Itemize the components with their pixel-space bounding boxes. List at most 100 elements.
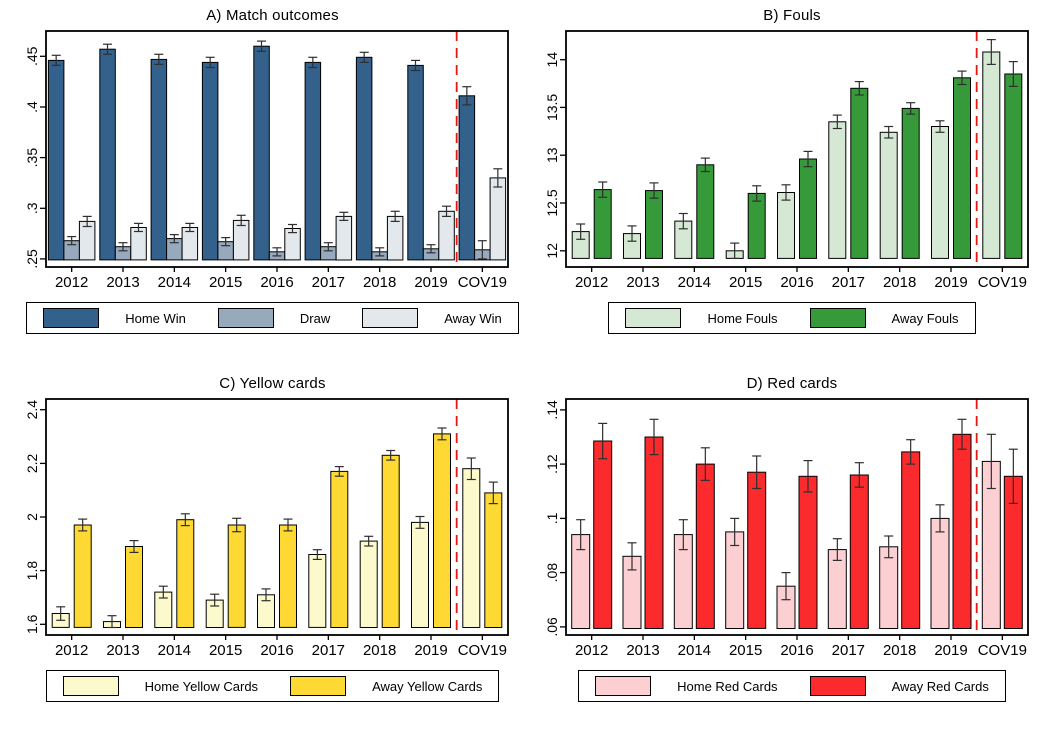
legend-label-away-yellow-cards: Away Yellow Cards [372, 678, 483, 694]
bar-away-yellow-cards-2014 [176, 519, 195, 628]
x-tick-label: COV19 [458, 642, 507, 659]
red-cards-legend: Home Red Cards Away Red Cards [578, 670, 1006, 702]
fouls-legend: Home Fouls Away Fouls [608, 302, 976, 334]
bar-away-win-cov19 [489, 177, 507, 261]
y-tick-label: .06 [544, 617, 560, 637]
bar-home-win-2015 [201, 61, 219, 261]
x-tick-label: 2016 [260, 274, 293, 291]
bar-away-fouls-2013 [644, 190, 663, 259]
y-tick-label: 13.5 [544, 94, 560, 121]
bar-away-fouls-2014 [695, 164, 714, 259]
bar-home-win-cov19 [458, 95, 476, 261]
x-tick-label: COV19 [977, 274, 1026, 291]
bar-away-yellow-cards-2012 [73, 524, 92, 628]
x-tick-label: 2012 [574, 274, 607, 291]
x-tick-label: 2017 [312, 642, 345, 659]
y-tick-label: .25 [24, 249, 40, 269]
bar-away-red-cards-2012 [592, 440, 612, 629]
panel-title-fouls: B) Fouls [763, 7, 821, 24]
legend-item-away-red-cards: Away Red Cards [809, 676, 989, 696]
x-tick-label: 2019 [414, 642, 447, 659]
bar-away-red-cards-2018 [900, 451, 920, 630]
legend-item-draw: Draw [217, 308, 331, 328]
legend-item-away-win: Away Win [362, 308, 502, 328]
bar-home-win-2014 [150, 58, 168, 261]
y-tick-label: .12 [544, 454, 560, 474]
y-tick-label: .4 [24, 101, 40, 113]
yellow-cards-legend: Home Yellow Cards Away Yellow Cards [45, 670, 500, 702]
bar-away-red-cards-2013 [644, 436, 663, 629]
bar-home-yellow-cards-cov19 [462, 468, 481, 628]
y-tick-label: 12 [544, 243, 560, 259]
bar-home-fouls-2019 [930, 126, 949, 259]
bar-home-red-cards-2015 [724, 531, 744, 629]
legend-item-away-yellow-cards: Away Yellow Cards [290, 676, 482, 696]
x-tick-label: 2015 [209, 642, 242, 659]
y-tick-label: .3 [24, 202, 40, 214]
x-tick-label: 2019 [934, 642, 967, 659]
y-tick-label: .35 [24, 148, 40, 168]
y-tick-label: .1 [544, 512, 560, 524]
bar-away-win-2018 [386, 215, 404, 261]
legend-item-home-win: Home Win [43, 308, 186, 328]
x-tick-label: 2016 [260, 642, 293, 659]
bar-away-red-cards-2019 [952, 433, 971, 629]
bar-home-win-2012 [47, 59, 65, 261]
bar-away-win-2015 [232, 219, 250, 261]
bar-home-red-cards-2017 [827, 549, 847, 630]
x-tick-label: 2012 [55, 642, 88, 659]
y-tick-label: .14 [544, 400, 560, 420]
panel-red-cards: D) Red cards 2012 2013 2014 2015 2016 2017 201… [519, 368, 1039, 737]
bar-home-win-2017 [304, 61, 322, 261]
bar-away-fouls-2018 [901, 107, 920, 259]
legend-swatch-away-win [362, 308, 419, 328]
x-tick-label: 2016 [780, 274, 813, 291]
x-tick-label: 2018 [363, 642, 396, 659]
legend-label-draw: Draw [299, 310, 331, 326]
plot-border [45, 398, 509, 636]
bar-away-yellow-cards-2017 [330, 470, 349, 629]
bar-away-fouls-2015 [747, 192, 766, 259]
legend-label-home-fouls: Home Fouls [707, 310, 778, 326]
legend-item-home-yellow-cards: Home Yellow Cards [62, 676, 259, 696]
bar-home-win-2018 [355, 56, 373, 261]
plot-border [564, 30, 1029, 268]
legend-item-home-fouls: Home Fouls [625, 308, 778, 328]
bar-away-yellow-cards-2016 [279, 524, 297, 628]
bar-away-yellow-cards-cov19 [484, 492, 503, 629]
bar-away-win-2013 [130, 227, 147, 261]
match-outcomes-chart: 2012 2013 2014 2015 2016 2017 2018 2019 COV19 .25… [24, 30, 509, 291]
legend-label-away-win: Away Win [444, 310, 502, 326]
x-tick-label: 2015 [728, 274, 761, 291]
y-tick-label: 12.5 [544, 189, 560, 216]
panel-match-outcomes: A) Match outcomes 2012 2013 2014 2015 2016 20… [0, 0, 519, 368]
match-outcomes-legend: Home Win Draw Away Win [26, 302, 519, 334]
bar-away-red-cards-2015 [746, 471, 766, 629]
x-tick-label: COV19 [458, 274, 507, 291]
legend-label-home-red-cards: Home Red Cards [677, 678, 778, 694]
panel-title-red-cards: D) Red cards [746, 375, 838, 392]
legend-label-away-fouls: Away Fouls [891, 310, 959, 326]
plot-border [564, 398, 1029, 636]
panel-title-yellow-cards: C) Yellow cards [219, 375, 326, 392]
legend-swatch-home-win [43, 308, 100, 328]
bar-away-fouls-2012 [593, 189, 612, 259]
bar-home-yellow-cards-2017 [308, 554, 327, 628]
legend-swatch-away-fouls [809, 308, 866, 328]
bar-away-red-cards-2014 [695, 463, 715, 629]
legend-label-home-yellow-cards: Home Yellow Cards [144, 678, 259, 694]
bar-home-win-2019 [407, 64, 424, 261]
x-tick-label: 2018 [882, 274, 915, 291]
bar-away-fouls-cov19 [1003, 73, 1022, 259]
bar-away-yellow-cards-2013 [125, 546, 143, 628]
bar-home-red-cards-2018 [878, 546, 898, 629]
y-tick-label: 1.8 [24, 561, 40, 581]
x-tick-label: 2014 [677, 642, 710, 659]
x-tick-label: 2014 [677, 274, 710, 291]
y-tick-label: 13 [544, 147, 560, 163]
x-tick-label: 2013 [106, 642, 139, 659]
bar-home-yellow-cards-2019 [411, 521, 429, 628]
legend-swatch-home-yellow-cards [62, 676, 119, 696]
bar-away-yellow-cards-2018 [381, 454, 400, 628]
bar-away-win-2012 [78, 220, 96, 261]
